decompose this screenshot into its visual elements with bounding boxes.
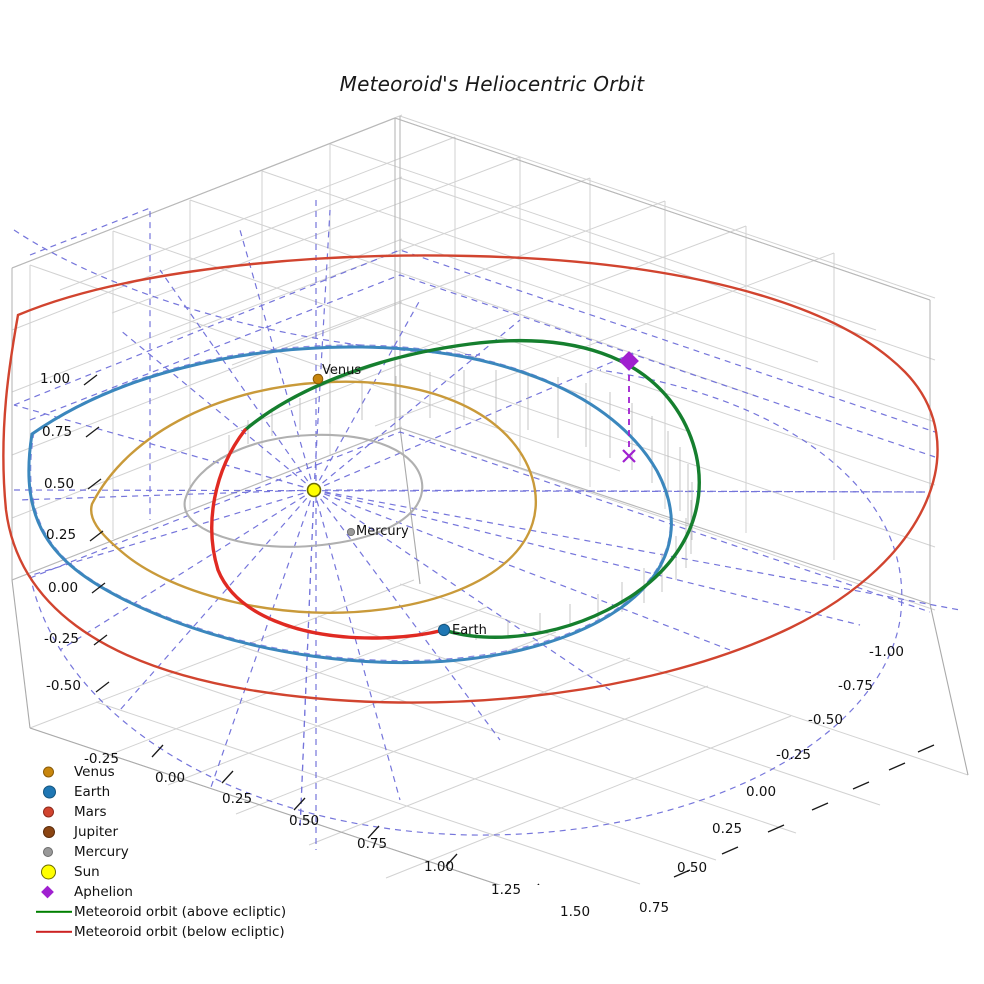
venus-label: Venus bbox=[322, 363, 362, 378]
orbit-stem-lines bbox=[228, 370, 693, 640]
x-tick-3: 0.50 bbox=[289, 813, 320, 829]
y-tick-1: 0.50 bbox=[677, 860, 708, 876]
legend-item-orbit-below[interactable]: Meteoroid orbit (below ecliptic) bbox=[34, 922, 290, 942]
red-line-icon bbox=[34, 922, 74, 942]
legend-label-orbit-below: Meteoroid orbit (below ecliptic) bbox=[74, 924, 285, 940]
y-tick-4: -0.25 bbox=[776, 747, 811, 763]
mercury-label: Mercury bbox=[356, 524, 409, 539]
earth-marker-icon bbox=[34, 782, 74, 802]
x-tick-1: 0.00 bbox=[155, 770, 186, 786]
z-tick-5: -0.25 bbox=[44, 631, 79, 647]
z-tick-2: 0.50 bbox=[44, 476, 75, 492]
mars-marker-icon bbox=[34, 802, 74, 822]
legend-label-earth: Earth bbox=[74, 784, 111, 800]
mercury-marker[interactable] bbox=[346, 527, 356, 537]
earth-marker[interactable] bbox=[437, 623, 451, 637]
mars-orbit-ring bbox=[2, 254, 939, 704]
axis-ticks bbox=[83, 374, 935, 885]
legend-label-aphelion: Aphelion bbox=[74, 884, 133, 900]
x-tick-2: 0.25 bbox=[222, 791, 253, 807]
x-tick-7: 1.50 bbox=[560, 904, 591, 920]
y-tick-7: -1.00 bbox=[869, 644, 904, 660]
sun-marker[interactable] bbox=[306, 482, 322, 498]
mercury-marker-icon bbox=[34, 842, 74, 862]
y-tick-3: 0.00 bbox=[746, 784, 777, 800]
legend-label-mars: Mars bbox=[74, 804, 107, 820]
pane-edges bbox=[11, 116, 931, 605]
earth-orbit-ring bbox=[27, 345, 673, 665]
z-tick-0: 1.00 bbox=[40, 371, 71, 387]
legend-item-sun[interactable]: Sun bbox=[34, 862, 290, 882]
legend-item-mars[interactable]: Mars bbox=[34, 802, 290, 822]
x-tick-5: 1.00 bbox=[424, 859, 455, 875]
sun-marker-icon bbox=[34, 862, 74, 882]
z-tick-1: 0.75 bbox=[42, 424, 73, 440]
legend-label-orbit-above: Meteoroid orbit (above ecliptic) bbox=[74, 904, 287, 920]
jupiter-marker-icon bbox=[34, 822, 74, 842]
legend-label-jupiter: Jupiter bbox=[74, 824, 119, 840]
green-line-icon bbox=[34, 902, 74, 922]
meteoroid-orbit-above-ecliptic bbox=[243, 339, 701, 639]
aphelion-marker[interactable] bbox=[619, 351, 639, 371]
venus-orbit-ring bbox=[89, 380, 538, 614]
earth-label: Earth bbox=[452, 623, 487, 638]
y-tick-6: -0.75 bbox=[838, 678, 873, 694]
z-tick-4: 0.00 bbox=[48, 580, 79, 596]
mercury-orbit-ring bbox=[183, 433, 424, 548]
plot-legend: Venus Earth Mars Jupiter Mercury bbox=[34, 762, 290, 942]
legend-item-orbit-above[interactable]: Meteoroid orbit (above ecliptic) bbox=[34, 902, 290, 922]
x-tick-6: 1.25 bbox=[491, 882, 522, 898]
legend-label-mercury: Mercury bbox=[74, 844, 129, 860]
aphelion-marker-icon bbox=[34, 882, 74, 902]
venus-marker-icon bbox=[34, 762, 74, 782]
x-tick-0: -0.25 bbox=[84, 751, 119, 767]
meteoroid-orbit-below-ecliptic bbox=[210, 428, 446, 640]
x-tick-4: 0.75 bbox=[357, 836, 388, 852]
legend-item-jupiter[interactable]: Jupiter bbox=[34, 822, 290, 842]
page-title: Meteoroid's Heliocentric Orbit bbox=[339, 72, 645, 96]
legend-label-venus: Venus bbox=[74, 764, 115, 780]
legend-label-sun: Sun bbox=[74, 864, 100, 880]
legend-item-aphelion[interactable]: Aphelion bbox=[34, 882, 290, 902]
y-tick-2: 0.25 bbox=[712, 821, 743, 837]
legend-item-mercury[interactable]: Mercury bbox=[34, 842, 290, 862]
z-tick-6: -0.50 bbox=[46, 678, 81, 694]
aphelion-projection-marker[interactable] bbox=[622, 449, 636, 463]
y-tick-5: -0.50 bbox=[808, 712, 843, 728]
venus-marker[interactable] bbox=[312, 373, 324, 385]
legend-item-earth[interactable]: Earth bbox=[34, 782, 290, 802]
z-tick-3: 0.25 bbox=[46, 527, 77, 543]
y-tick-0: 0.75 bbox=[639, 900, 670, 916]
legend-item-venus[interactable]: Venus bbox=[34, 762, 290, 782]
